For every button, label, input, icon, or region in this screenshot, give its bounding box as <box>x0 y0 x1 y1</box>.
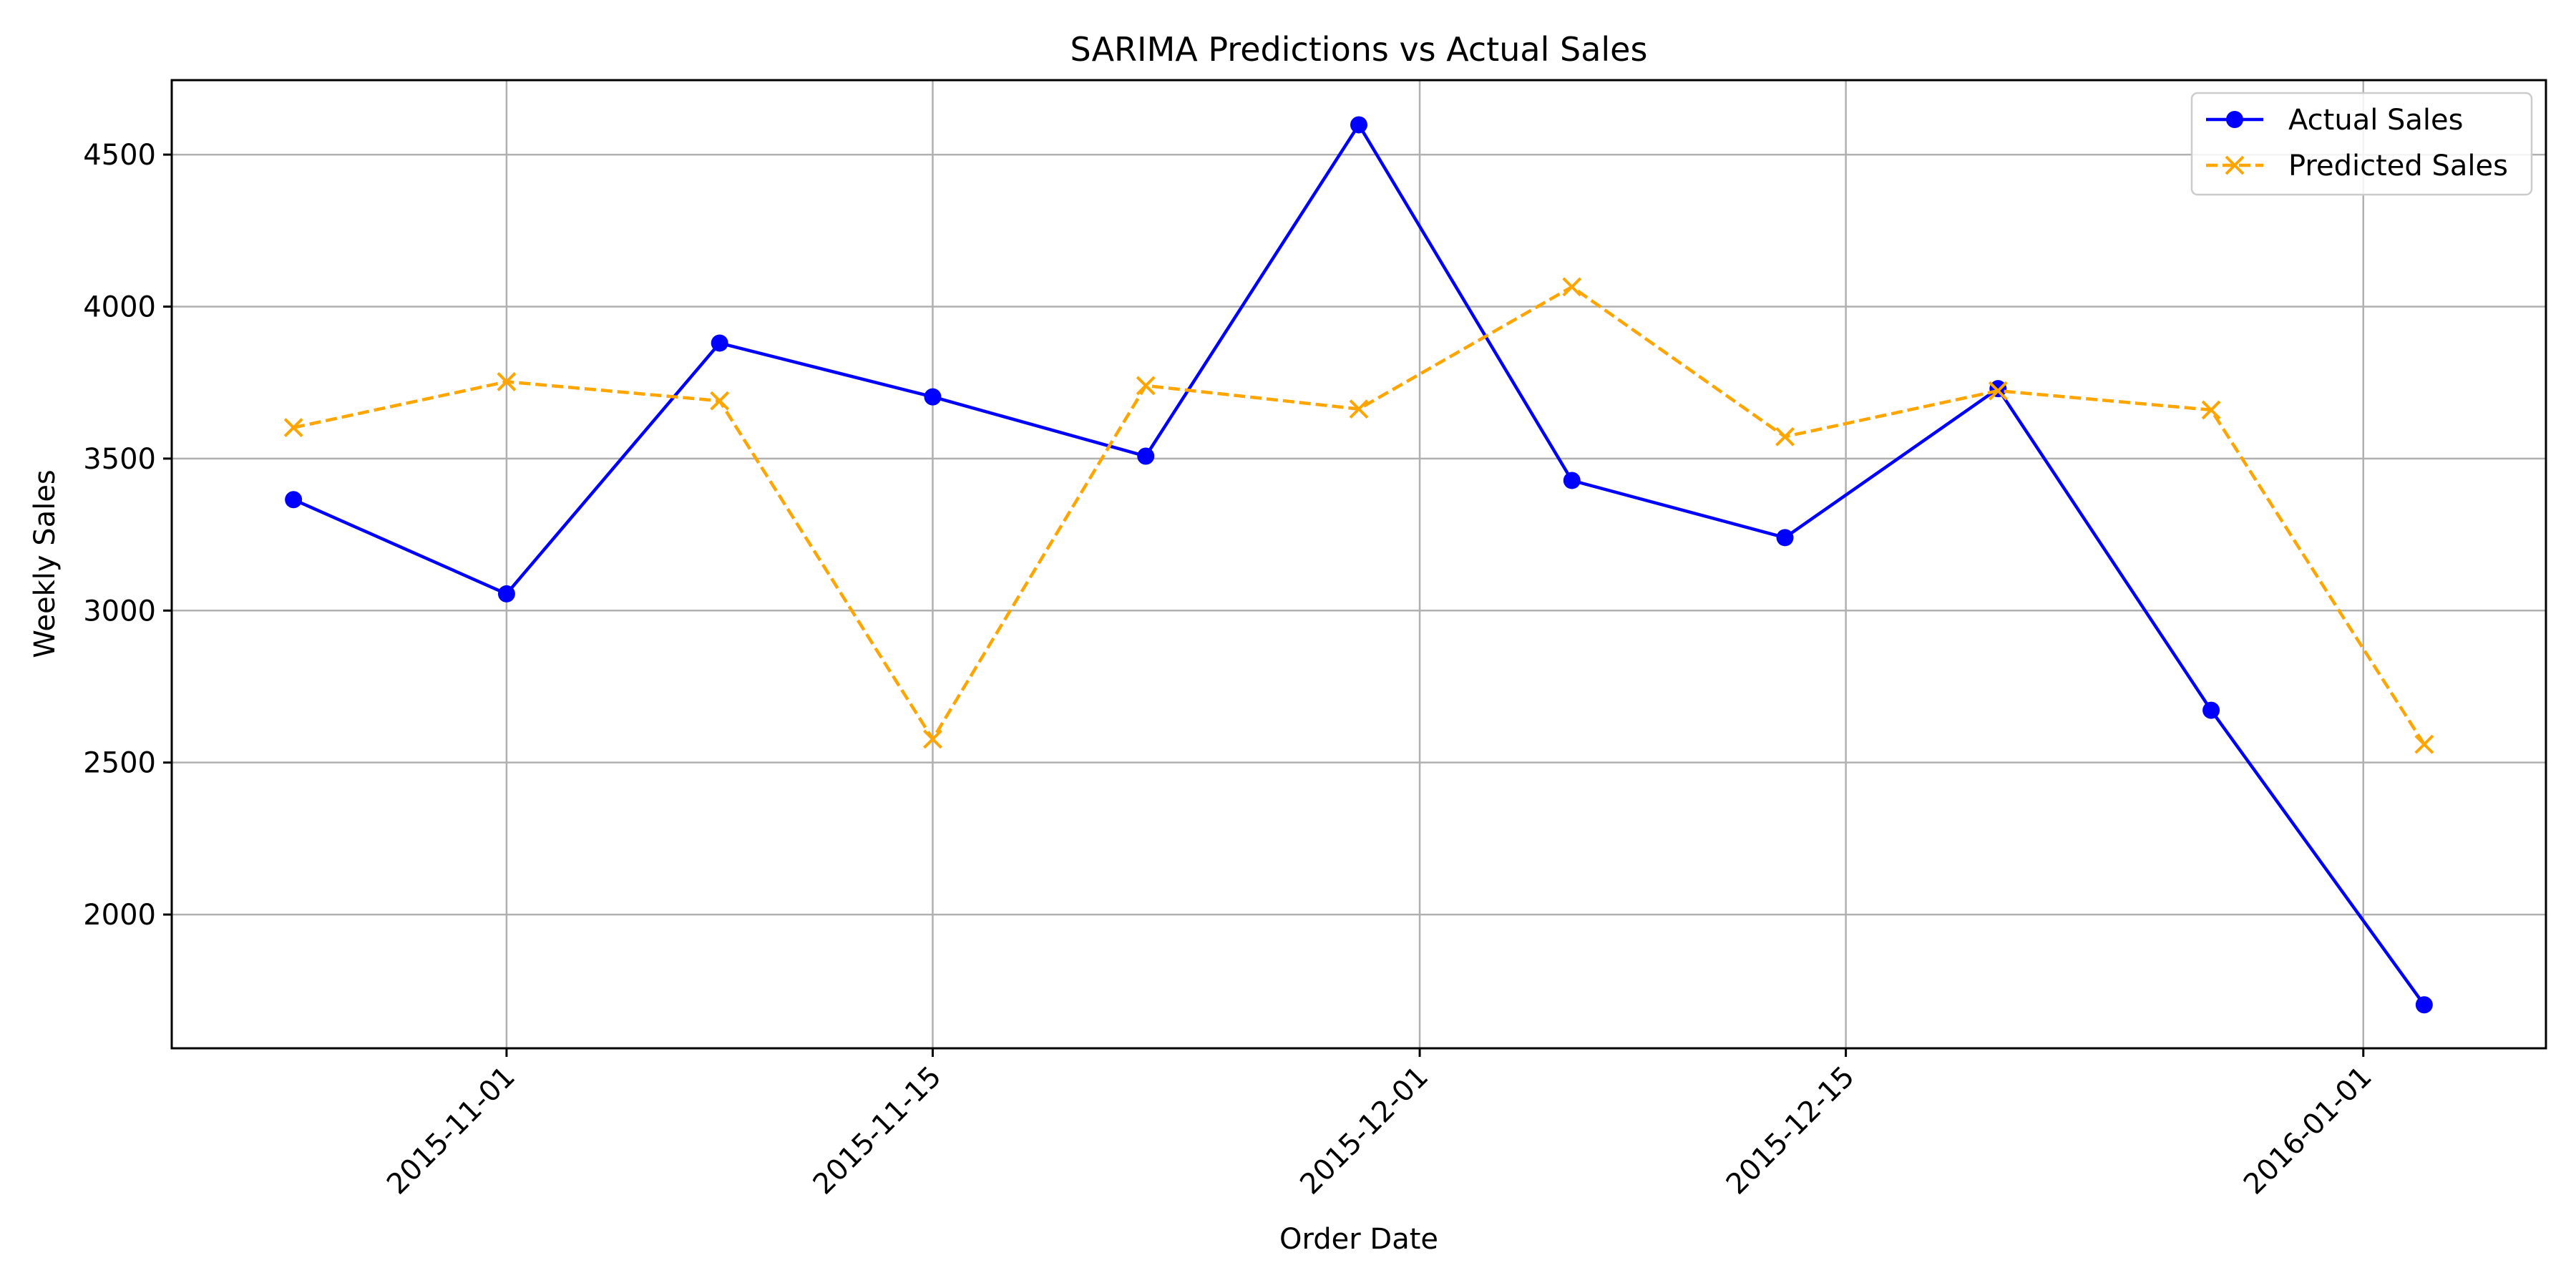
data-point-actual <box>1350 116 1367 134</box>
data-point-predicted <box>283 418 303 437</box>
data-point-predicted <box>923 729 942 749</box>
chart-title: SARIMA Predictions vs Actual Sales <box>1070 30 1648 69</box>
data-point-predicted <box>1988 381 2008 401</box>
y-tick-label: 4000 <box>83 291 156 323</box>
x-axis-label: Order Date <box>1279 1223 1438 1256</box>
y-tick-label: 4500 <box>83 139 156 172</box>
legend-marker-predicted <box>2225 155 2245 175</box>
y-tick-label: 3500 <box>83 443 156 476</box>
data-point-predicted <box>1775 426 1795 447</box>
data-point-predicted <box>1349 399 1369 419</box>
data-point-predicted <box>710 391 730 411</box>
data-point-actual <box>497 585 515 602</box>
data-point-actual <box>711 334 728 352</box>
data-point-actual <box>1989 380 2007 398</box>
y-axis-label: Weekly Sales <box>29 469 62 658</box>
y-tick-label: 2000 <box>83 899 156 932</box>
data-point-actual <box>924 388 942 406</box>
data-point-predicted <box>497 371 517 391</box>
data-point-predicted <box>1136 376 1156 396</box>
data-point-actual <box>2202 701 2220 719</box>
legend-entry-actual: Actual Sales <box>2206 104 2464 137</box>
legend-box <box>2190 92 2533 196</box>
plot-series <box>283 116 2434 1014</box>
y-tick-label: 3000 <box>83 595 156 628</box>
plot-frame <box>170 79 2547 1050</box>
y-tick-label: 2500 <box>83 747 156 780</box>
legend-entry-predicted: Predicted Sales <box>2206 150 2508 182</box>
data-point-actual <box>1563 472 1581 489</box>
legend: Actual Sales Predicted Sales <box>2190 92 2533 196</box>
data-point-actual <box>285 491 303 509</box>
data-point-actual <box>1776 529 1794 547</box>
data-point-predicted <box>1562 277 1582 297</box>
data-point-actual <box>2415 996 2433 1014</box>
grid <box>172 80 2546 1048</box>
data-point-predicted <box>2201 400 2221 420</box>
data-point-predicted <box>2414 734 2434 754</box>
legend-label-actual: Actual Sales <box>2288 104 2464 137</box>
legend-marker-actual <box>2226 111 2243 128</box>
legend-label-predicted: Predicted Sales <box>2288 150 2508 182</box>
data-point-actual <box>1137 447 1155 465</box>
